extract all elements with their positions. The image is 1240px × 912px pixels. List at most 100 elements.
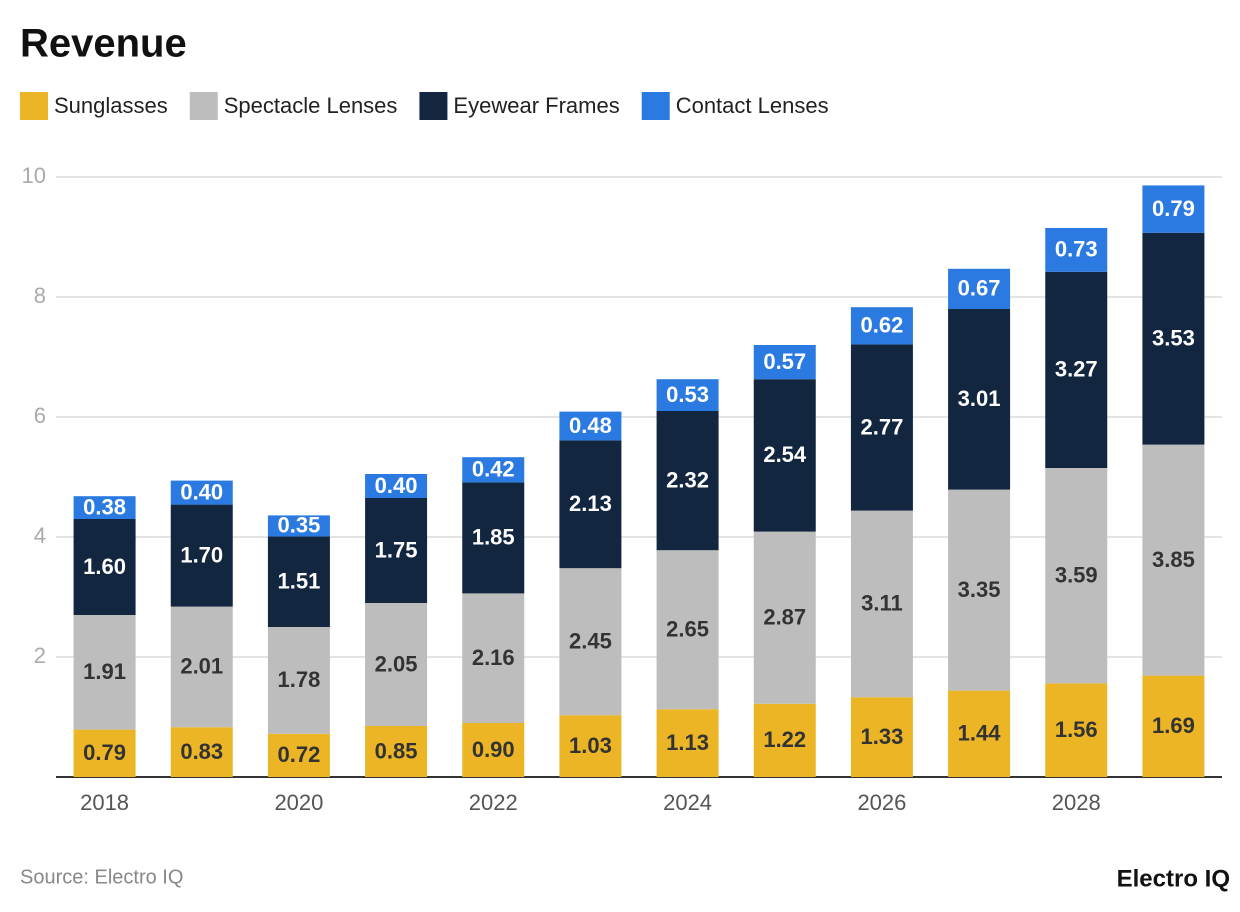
bar-segment xyxy=(948,309,1011,490)
data-label: 0.42 xyxy=(472,457,515,482)
bar-segment xyxy=(948,268,1011,309)
data-label: 1.03 xyxy=(569,733,612,758)
logo: Electro IQ xyxy=(1117,865,1230,892)
data-label: 2.16 xyxy=(472,645,515,670)
bar-segment xyxy=(170,606,233,728)
x-tick-label: 2024 xyxy=(663,790,712,815)
bar-segment xyxy=(462,482,525,594)
bar-segment xyxy=(850,510,913,698)
legend-label: Eyewear Frames xyxy=(453,93,619,118)
legend-label: Sunglasses xyxy=(54,93,168,118)
y-tick-label: 6 xyxy=(34,403,46,428)
data-label: 3.01 xyxy=(958,386,1001,411)
data-label: 3.27 xyxy=(1055,357,1098,382)
data-label: 2.87 xyxy=(763,605,806,630)
data-label: 2.32 xyxy=(666,467,709,492)
data-label: 2.05 xyxy=(375,651,418,676)
bar-segment xyxy=(559,440,622,569)
data-label: 3.35 xyxy=(958,577,1001,602)
bar-segment xyxy=(267,733,330,777)
data-label: 2.77 xyxy=(861,414,904,439)
data-label: 1.70 xyxy=(180,542,223,567)
data-label: 1.69 xyxy=(1152,713,1195,738)
bar-segment xyxy=(170,480,233,505)
bar-segment xyxy=(753,345,816,380)
data-label: 2.65 xyxy=(666,617,709,642)
data-label: 3.53 xyxy=(1152,326,1195,351)
legend-swatch xyxy=(20,92,48,120)
bar-segment xyxy=(753,379,816,532)
bar-segment xyxy=(1142,675,1205,777)
bar-segment xyxy=(1142,232,1205,445)
y-tick-label: 4 xyxy=(34,523,46,548)
data-label: 1.22 xyxy=(763,727,806,752)
data-label: 1.85 xyxy=(472,525,515,550)
legend-swatch xyxy=(189,92,218,120)
bar-segment xyxy=(267,515,330,537)
data-label: 1.56 xyxy=(1055,717,1098,742)
data-label: 0.67 xyxy=(958,276,1001,301)
bar-segment xyxy=(656,709,719,777)
bar-segment xyxy=(267,627,330,734)
bar-segment xyxy=(656,550,719,710)
bar-segment xyxy=(462,457,525,483)
data-label: 3.59 xyxy=(1055,563,1098,588)
data-label: 0.53 xyxy=(666,382,709,407)
bar-segment xyxy=(73,729,136,777)
x-tick-label: 2020 xyxy=(274,790,323,815)
data-label: 0.79 xyxy=(83,740,126,765)
bar-segment xyxy=(365,726,428,777)
data-label: 0.57 xyxy=(763,349,806,374)
data-label: 2.54 xyxy=(763,442,807,467)
data-label: 0.38 xyxy=(83,494,126,519)
y-tick-label: 2 xyxy=(34,643,46,668)
x-tick-label: 2026 xyxy=(857,790,906,815)
data-label: 2.45 xyxy=(569,629,612,654)
bar-segment xyxy=(559,411,622,441)
bar-segment xyxy=(365,474,428,498)
x-tick-label: 2028 xyxy=(1052,790,1101,815)
bar-segment xyxy=(1045,228,1108,272)
data-label: 3.85 xyxy=(1152,547,1195,572)
bar-segment xyxy=(462,593,525,723)
legend-label: Spectacle Lenses xyxy=(224,93,398,118)
bar-segment xyxy=(73,615,136,730)
bar-segment xyxy=(850,697,913,777)
data-label: 0.73 xyxy=(1055,237,1098,262)
bar-segment xyxy=(170,504,233,607)
bar-segment xyxy=(1142,444,1205,676)
data-label: 0.83 xyxy=(180,739,223,764)
data-label: 0.40 xyxy=(180,479,223,504)
bar-segment xyxy=(1045,683,1108,777)
bar-segment xyxy=(365,603,428,726)
x-tick-label: 2018 xyxy=(80,790,129,815)
data-label: 0.35 xyxy=(278,513,321,538)
source: Source: Electro IQ xyxy=(20,866,183,888)
bar-segment xyxy=(850,344,913,511)
data-label: 1.60 xyxy=(83,554,126,579)
data-label: 0.90 xyxy=(472,737,515,762)
data-label: 1.91 xyxy=(83,659,126,684)
data-label: 0.40 xyxy=(375,473,418,498)
bar-segment xyxy=(170,727,233,777)
data-label: 0.48 xyxy=(569,413,612,438)
legend-swatch xyxy=(641,92,670,120)
bar-segment xyxy=(850,307,913,345)
data-label: 1.13 xyxy=(666,730,709,755)
bar-segment xyxy=(559,715,622,777)
y-tick-label: 8 xyxy=(34,283,46,308)
data-label: 1.51 xyxy=(278,569,321,594)
bar-segment xyxy=(753,703,816,777)
bar-segment xyxy=(656,379,719,411)
data-label: 2.01 xyxy=(180,654,223,679)
data-label: 0.72 xyxy=(278,742,321,767)
data-label: 0.79 xyxy=(1152,196,1195,221)
data-label: 1.78 xyxy=(278,667,321,692)
bar-segment xyxy=(656,411,719,551)
bar-segment xyxy=(1142,185,1205,233)
bar-segment xyxy=(267,536,330,627)
x-tick-label: 2022 xyxy=(469,790,518,815)
bar-segment xyxy=(73,519,136,615)
bar-segment xyxy=(365,498,428,603)
